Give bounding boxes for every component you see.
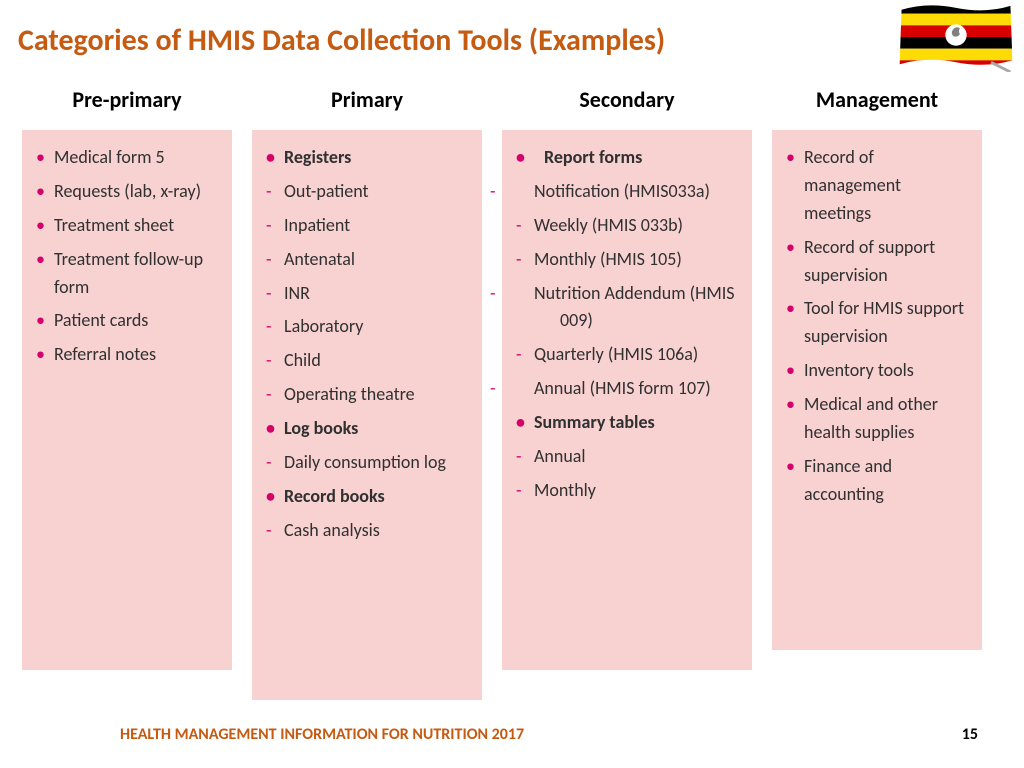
list-item: Annual: [512, 443, 742, 471]
list-item: Treatment follow-up form: [32, 246, 222, 302]
list-item: Medical and other health supplies: [782, 391, 972, 447]
list-item: Antenatal: [262, 246, 472, 274]
list-item: Nutrition Addendum (HMIS 009): [512, 280, 742, 336]
list-item: Weekly (HMIS 033b): [512, 212, 742, 240]
list-item: Out-patient: [262, 178, 472, 206]
category-card: Record of management meetings Record of s…: [772, 130, 982, 650]
column-header: Pre-primary: [22, 86, 232, 113]
list-item: Quarterly (HMIS 106a): [512, 341, 742, 369]
column-header: Management: [772, 86, 982, 113]
list-item: Monthly (HMIS 105): [512, 246, 742, 274]
list-item: Summary tables: [512, 409, 742, 437]
list-item: Laboratory: [262, 313, 472, 341]
list-item: Record books: [262, 483, 472, 511]
list-item: Child: [262, 347, 472, 375]
list-item: Cash analysis: [262, 517, 472, 545]
list-item: Patient cards: [32, 307, 222, 335]
list-item: Notification (HMIS033a): [512, 178, 742, 206]
list-item: Inpatient: [262, 212, 472, 240]
slide-title: Categories of HMIS Data Collection Tools…: [18, 22, 665, 59]
column-headers-row: Pre-primary Primary Secondary Management: [22, 86, 1002, 113]
category-card: Registers Out-patient Inpatient Antenatal IN…: [252, 130, 482, 700]
list-item: Requests (lab, x-ray): [32, 178, 222, 206]
list-item: Inventory tools: [782, 357, 972, 385]
list-item: Operating theatre: [262, 381, 472, 409]
page-number: 15: [962, 725, 978, 744]
list-item: Treatment sheet: [32, 212, 222, 240]
list-item: Monthly: [512, 477, 742, 505]
column-header: Primary: [252, 86, 482, 113]
list-item: Finance and accounting: [782, 453, 972, 509]
list-item: Medical form 5: [32, 144, 222, 172]
list-item: Record of support supervision: [782, 234, 972, 290]
columns-container: Medical form 5 Requests (lab, x-ray) Treat…: [22, 130, 1002, 700]
category-card: Report forms Notification (HMIS033a) Weekl…: [502, 130, 752, 670]
category-card: Medical form 5 Requests (lab, x-ray) Treat…: [22, 130, 232, 670]
list-item: INR: [262, 280, 472, 308]
list-item: Annual (HMIS form 107): [512, 375, 742, 403]
footer-caption: HEALTH MANAGEMENT INFORMATION FOR NUTRIT…: [120, 725, 524, 744]
uganda-flag-icon: [896, 2, 1016, 72]
list-item: Tool for HMIS support supervision: [782, 295, 972, 351]
list-item: Report forms: [512, 144, 742, 172]
list-item: Log books: [262, 415, 472, 443]
list-item: Daily consumption log: [262, 449, 472, 477]
list-item: Referral notes: [32, 341, 222, 369]
list-item: Record of management meetings: [782, 144, 972, 228]
column-header: Secondary: [502, 86, 752, 113]
slide-footer: HEALTH MANAGEMENT INFORMATION FOR NUTRIT…: [0, 725, 1024, 744]
list-item: Registers: [262, 144, 472, 172]
